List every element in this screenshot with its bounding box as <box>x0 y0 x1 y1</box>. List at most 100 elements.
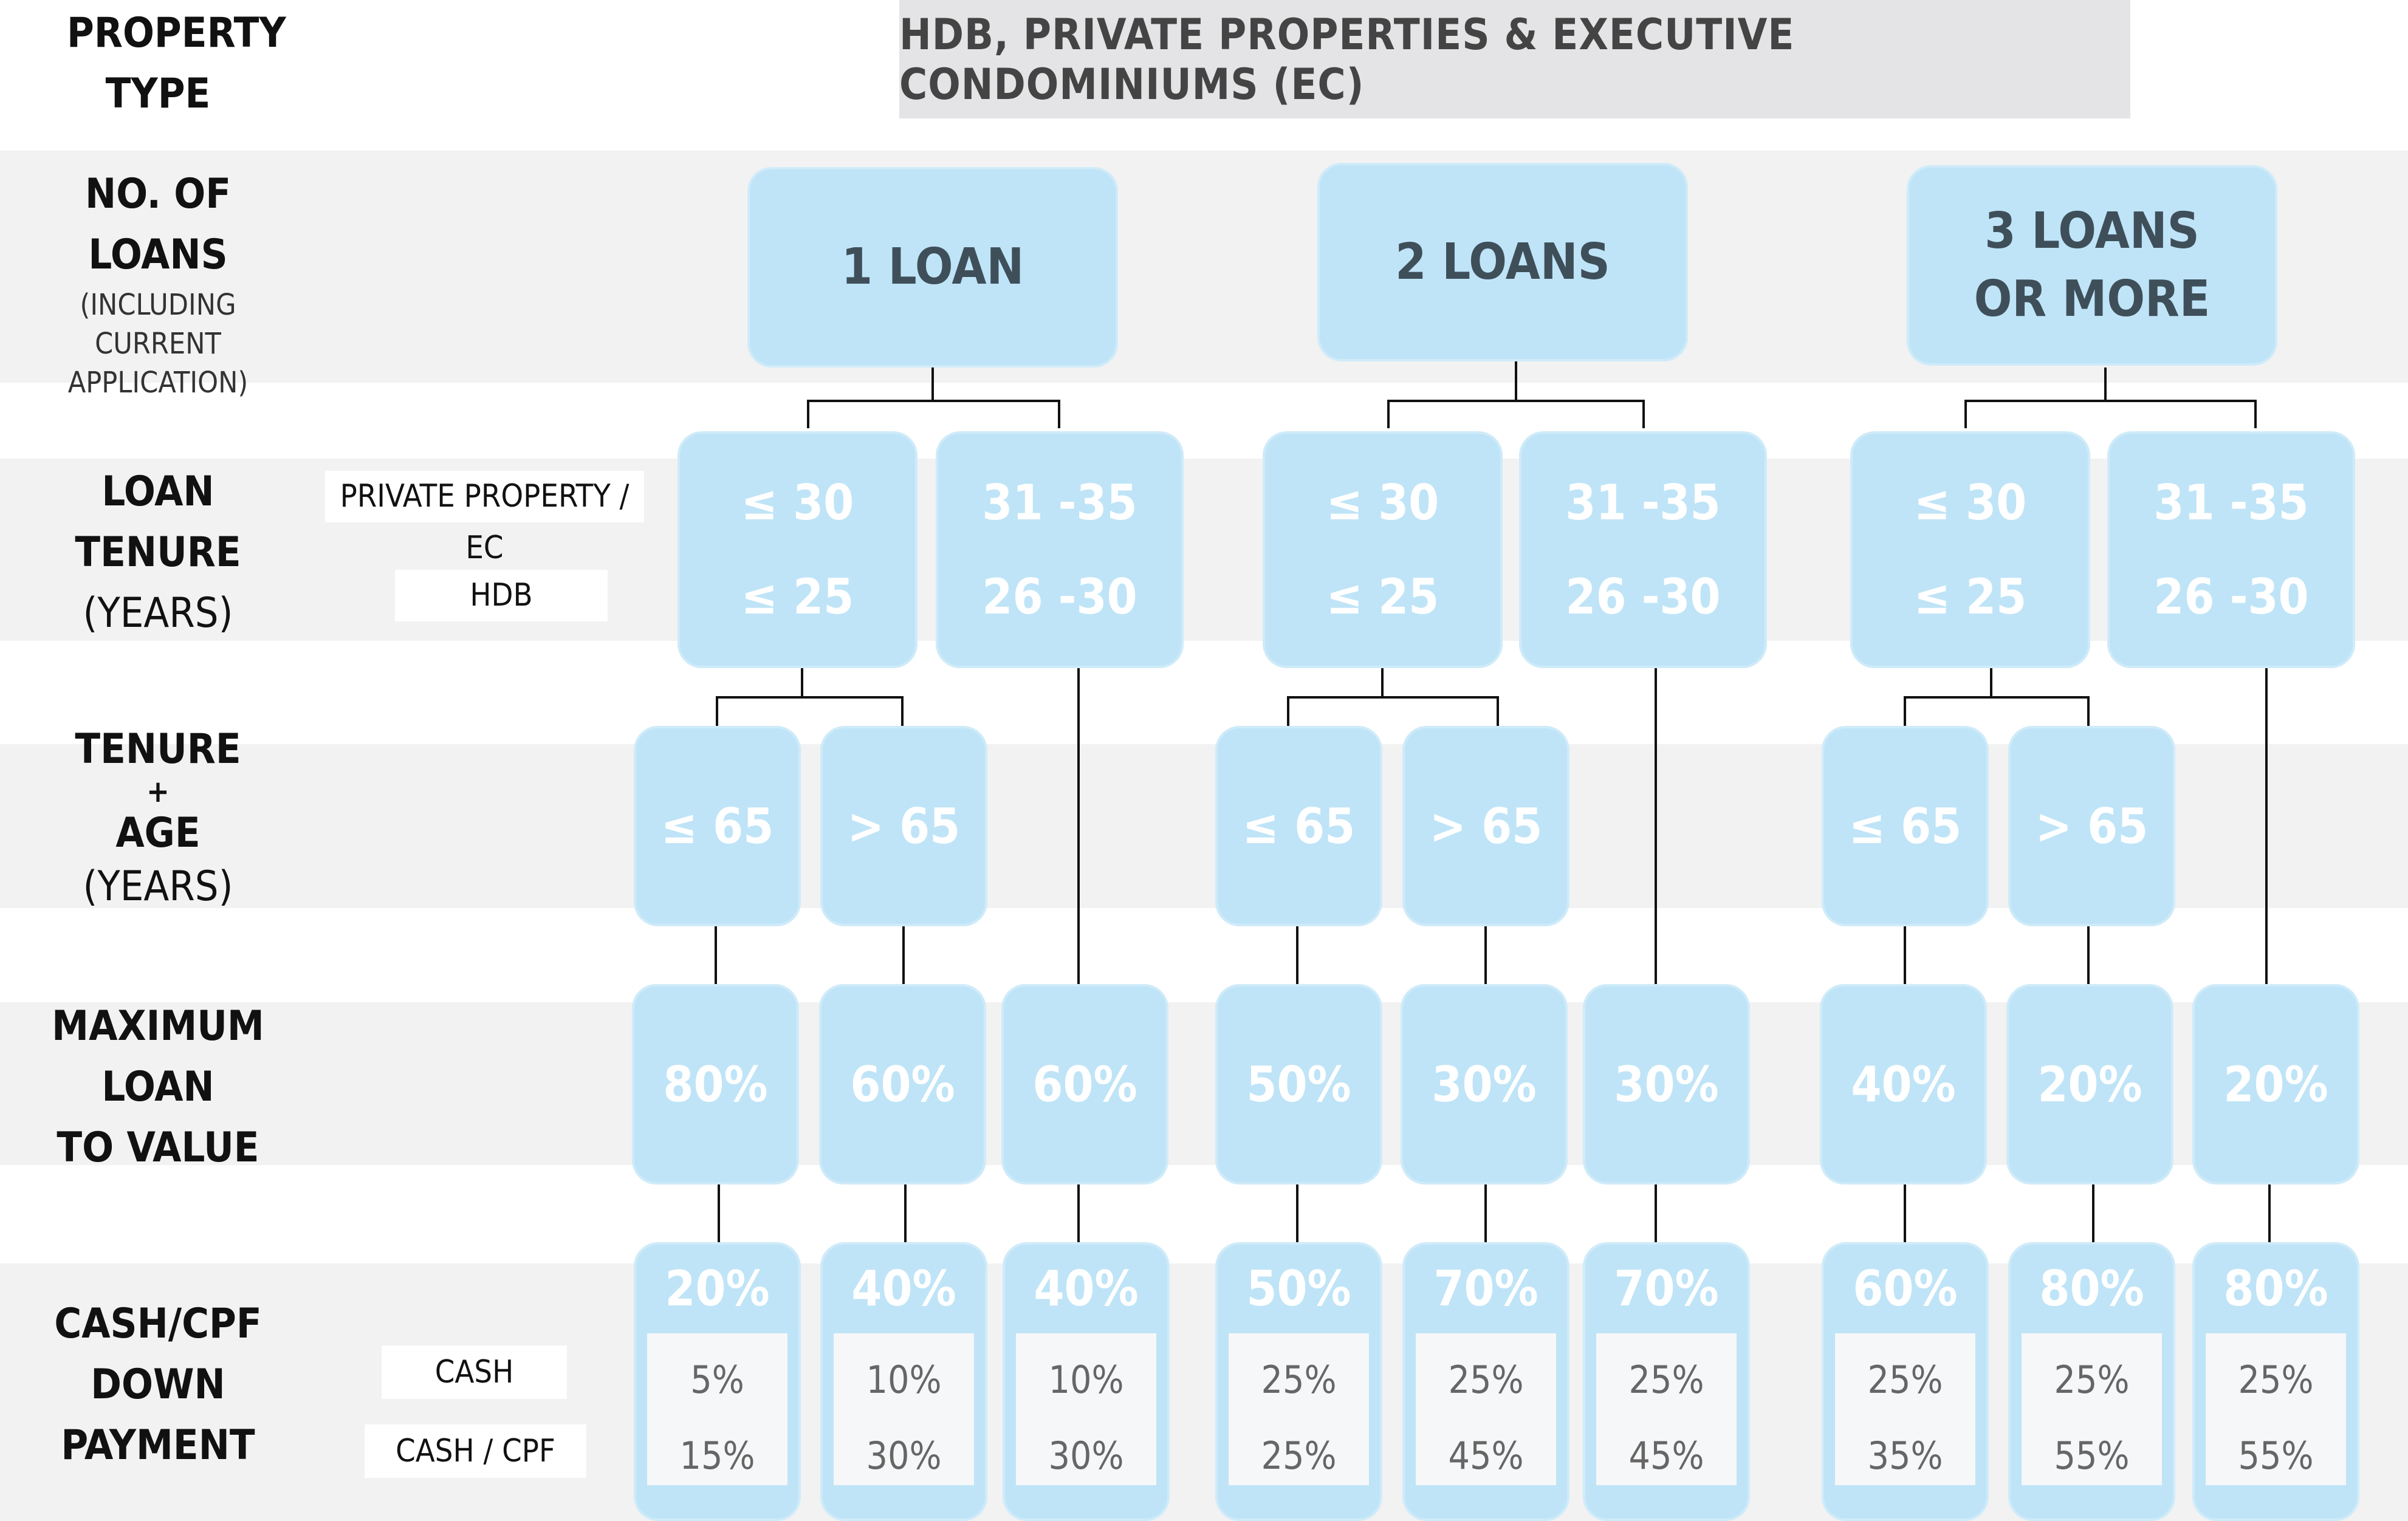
down-cpf: 30% <box>866 1434 942 1478</box>
ltv-value: 20% <box>2223 1056 2328 1113</box>
ltv-node-8: 20% <box>2006 984 2173 1184</box>
down-cpf: 55% <box>2238 1434 2314 1478</box>
down-node-4: 50% 25% 25% <box>1215 1242 1382 1521</box>
ltv-label-line1: MAXIMUM <box>52 1002 264 1050</box>
age-gt65-group3: > 65 <box>2008 726 2175 926</box>
loan-label-line2: OR MORE <box>1974 270 2211 328</box>
tenure-short-group1: ≤ 30 ≤ 25 <box>677 431 918 668</box>
down-total: 50% <box>1246 1260 1351 1317</box>
down-total: 60% <box>1853 1260 1958 1317</box>
ltv-node-3: 60% <box>1001 984 1168 1184</box>
down-node-2: 40% 10% 30% <box>820 1242 987 1521</box>
age-gt65-group2: > 65 <box>1402 726 1569 926</box>
age-gt65-label: > 65 <box>847 798 961 855</box>
tenure-short-private: ≤ 30 <box>1913 474 2027 531</box>
ltv-value: 30% <box>1614 1056 1719 1113</box>
down-breakdown: 25% 45% <box>1596 1333 1737 1485</box>
down-total: 40% <box>851 1260 956 1317</box>
side-label-hdb: HDB <box>395 570 608 621</box>
age-le65-group3: ≤ 65 <box>1822 726 1989 926</box>
down-total: 80% <box>2223 1260 2328 1317</box>
ltv-value: 30% <box>1432 1056 1537 1113</box>
age-le65-label: ≤ 65 <box>1848 798 1962 855</box>
loans-label-line2: LOANS <box>88 231 228 279</box>
tenure-short-hdb: ≤ 25 <box>1326 569 1439 625</box>
tenure-short-hdb: ≤ 25 <box>741 569 854 625</box>
age-gt65-label: > 65 <box>2035 798 2149 855</box>
down-total: 20% <box>665 1260 770 1317</box>
ltv-node-4: 50% <box>1215 984 1382 1184</box>
tenure-label-line2: TENURE <box>75 528 241 576</box>
tenure-long-hdb: 26 -30 <box>982 569 1137 625</box>
down-cpf: 25% <box>1261 1434 1337 1478</box>
down-breakdown: 25% 35% <box>1835 1333 1975 1485</box>
tenure-short-private: ≤ 30 <box>1326 474 1439 531</box>
loans-label-sub: (INCLUDING CURRENT APPLICATION) <box>67 288 249 400</box>
tenure-long-private: 31 -35 <box>2153 474 2309 531</box>
age-label-line2: + <box>146 774 170 809</box>
down-cpf: 15% <box>679 1434 755 1478</box>
node-3-loans: 3 LOANS OR MORE <box>1907 165 2277 366</box>
age-gt65-group1: > 65 <box>820 726 987 926</box>
down-node-5: 70% 25% 45% <box>1402 1242 1569 1521</box>
ltv-node-1: 80% <box>632 984 799 1184</box>
ltv-value: 60% <box>850 1056 955 1113</box>
tenure-long-private: 31 -35 <box>1565 474 1721 531</box>
loans-row-label: NO. OF LOANS (INCLUDING CURRENT APPLICAT… <box>0 164 316 402</box>
tenure-long-hdb: 26 -30 <box>1565 569 1721 625</box>
down-node-1: 20% 5% 15% <box>634 1242 801 1521</box>
down-total: 80% <box>2039 1260 2144 1317</box>
tenure-long-group3: 31 -35 26 -30 <box>2107 431 2355 668</box>
down-label-line2: DOWN <box>91 1361 225 1409</box>
down-breakdown: 25% 55% <box>2206 1333 2346 1485</box>
down-cash: 10% <box>1048 1358 1124 1402</box>
ltv-value: 20% <box>2037 1056 2142 1113</box>
node-1-loan: 1 LOAN <box>747 167 1118 367</box>
ltv-value: 80% <box>663 1056 768 1113</box>
down-row-label: CASH/CPF DOWN PAYMENT <box>0 1294 316 1476</box>
age-label-line3: AGE <box>115 809 201 857</box>
down-cash: 25% <box>1628 1358 1704 1402</box>
ltv-label-line3: TO VALUE <box>57 1124 259 1172</box>
down-breakdown: 5% 15% <box>647 1333 787 1485</box>
tenure-long-group2: 31 -35 26 -30 <box>1519 431 1767 668</box>
node-2-loans: 2 LOANS <box>1317 163 1688 361</box>
down-cash: 25% <box>1261 1358 1337 1402</box>
tenure-label-line3: (YEARS) <box>83 589 233 637</box>
age-label-line4: (YEARS) <box>83 863 233 911</box>
down-cash: 5% <box>690 1358 744 1402</box>
ltv-value: 50% <box>1246 1056 1351 1113</box>
down-node-7: 60% 25% 35% <box>1822 1242 1989 1521</box>
tenure-short-private: ≤ 30 <box>741 474 854 531</box>
down-node-9: 80% 25% 55% <box>2192 1242 2359 1521</box>
down-cpf: 35% <box>1867 1434 1943 1478</box>
down-cash: 25% <box>1867 1358 1943 1402</box>
tenure-short-group3: ≤ 30 ≤ 25 <box>1850 431 2090 668</box>
age-row-label: TENURE + AGE (YEARS) <box>0 723 316 914</box>
down-cpf: 30% <box>1048 1434 1124 1478</box>
down-cpf: 45% <box>1628 1434 1704 1478</box>
loan-label: 2 LOANS <box>1395 233 1610 291</box>
down-cash: 25% <box>1448 1358 1524 1402</box>
down-label-line3: PAYMENT <box>61 1421 255 1469</box>
side-label-cash: CASH <box>382 1345 567 1399</box>
down-total: 40% <box>1034 1260 1139 1317</box>
down-cpf: 45% <box>1448 1434 1524 1478</box>
loan-label: 1 LOAN <box>841 238 1024 296</box>
down-node-8: 80% 25% 55% <box>2008 1242 2175 1521</box>
down-total: 70% <box>1433 1260 1538 1317</box>
down-cash: 25% <box>2238 1358 2314 1402</box>
tenure-long-private: 31 -35 <box>982 474 1137 531</box>
loans-label-line1: NO. OF <box>84 170 232 218</box>
property-type-label: PROPERTY TYPE <box>0 3 316 125</box>
tenure-row-label: LOAN TENURE (YEARS) <box>0 462 316 644</box>
ltv-node-6: 30% <box>1583 984 1750 1184</box>
ltv-node-7: 40% <box>1820 984 1987 1184</box>
down-total: 70% <box>1614 1260 1719 1317</box>
tenure-long-group1: 31 -35 26 -30 <box>936 431 1184 668</box>
age-le65-label: ≤ 65 <box>1242 798 1356 855</box>
age-label-line1: TENURE <box>75 725 241 773</box>
age-gt65-label: > 65 <box>1429 798 1543 855</box>
down-breakdown: 25% 45% <box>1416 1333 1556 1485</box>
